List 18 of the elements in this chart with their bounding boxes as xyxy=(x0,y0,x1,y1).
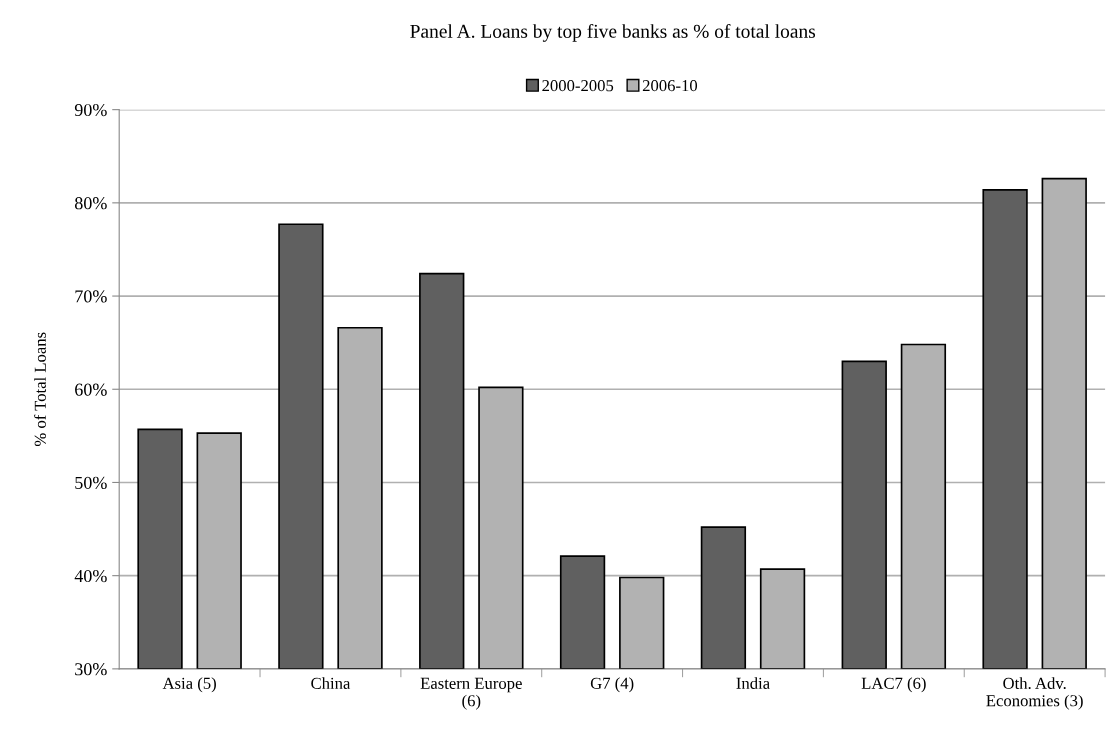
y-tick-label: 70% xyxy=(75,290,107,303)
y-axis-title: % of Total Loans xyxy=(34,332,46,447)
y-tick-label: 50% xyxy=(75,476,107,489)
legend-label: 2006-10 xyxy=(642,80,698,92)
legend-label: 2000-2005 xyxy=(542,80,614,92)
x-tick-label: Oth. Adv. Economies (3) xyxy=(986,677,1083,710)
y-tick-label: 60% xyxy=(75,383,107,396)
x-tick-label: G7 (4) xyxy=(590,677,634,693)
x-tick-label: LAC7 (6) xyxy=(861,677,926,693)
y-tick-label: 40% xyxy=(74,569,107,583)
x-tick-label: Eastern Europe (6) xyxy=(420,677,522,710)
x-tick-label: China xyxy=(311,677,351,689)
y-tick-label: 80% xyxy=(74,197,107,210)
x-tick-label: Asia (5) xyxy=(162,677,216,693)
y-tick-label: 90% xyxy=(74,103,107,117)
y-tick-label: 30% xyxy=(75,663,107,676)
chart-title: Panel A. Loans by top five banks as % of total loans xyxy=(410,23,816,42)
x-tick-label: India xyxy=(736,677,770,689)
